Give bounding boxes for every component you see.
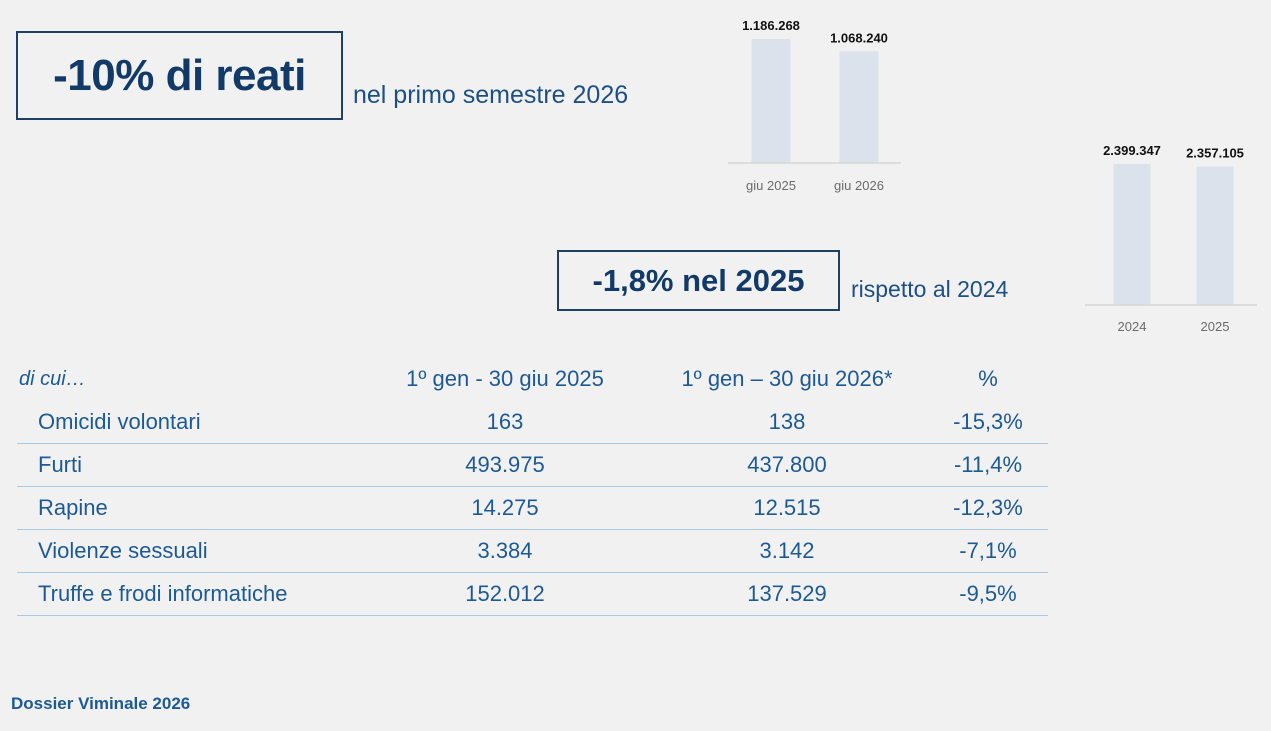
headline-secondary-subtitle: rispetto al 2024: [851, 276, 1009, 302]
bar: [751, 39, 791, 163]
table-header-period-2026: 1º gen – 30 giu 2026*: [681, 366, 893, 391]
row-value-2025: 493.975: [364, 443, 646, 487]
bar-value-label: 1.186.268: [742, 18, 800, 33]
bar: [1196, 166, 1234, 305]
headline-main-box: -10% di reati: [16, 31, 343, 120]
row-label: Violenze sessuali: [17, 529, 364, 573]
row-percent: -7,1%: [928, 529, 1048, 573]
row-value-2025: 163: [364, 401, 646, 444]
table-row: Rapine 14.275 12.515 -12,3%: [17, 486, 1048, 530]
row-percent: -15,3%: [928, 401, 1048, 444]
bar-value-label: 1.068.240: [830, 30, 888, 45]
bar-value-label: 2.357.105: [1186, 145, 1244, 160]
row-value-2026: 138: [646, 401, 928, 444]
bar: [839, 51, 879, 164]
row-value-2025: 3.384: [364, 529, 646, 573]
row-value-2026: 12.515: [646, 486, 928, 530]
headline-main: -10% di reati: [53, 50, 306, 100]
row-label: Truffe e frodi informatiche: [17, 572, 364, 616]
bar: [1113, 164, 1151, 305]
row-value-2026: 3.142: [646, 529, 928, 573]
table-row: Furti 493.975 437.800 -11,4%: [17, 443, 1048, 487]
table-header-percent: %: [978, 366, 998, 391]
row-label: Furti: [17, 443, 364, 487]
table-header-category: di cui…: [19, 367, 86, 390]
category-tick-label: giu 2025: [746, 178, 796, 193]
row-percent: -9,5%: [928, 572, 1048, 616]
table-header-row: di cui… 1º gen - 30 giu 2025 1º gen – 30…: [17, 357, 1048, 401]
category-tick-label: 2025: [1201, 319, 1230, 334]
row-value-2025: 14.275: [364, 486, 646, 530]
headline-main-subtitle: nel primo semestre 2026: [353, 81, 629, 109]
headline-secondary: -1,8% nel 2025: [592, 262, 805, 298]
row-label: Rapine: [17, 486, 364, 530]
headline-secondary-box: -1,8% nel 2025: [557, 250, 840, 311]
category-tick-label: giu 2026: [834, 178, 884, 193]
table-header-period-2025: 1º gen - 30 giu 2025: [406, 366, 604, 391]
crime-table: di cui… 1º gen - 30 giu 2025 1º gen – 30…: [17, 357, 1048, 616]
table-row: Truffe e frodi informatiche 152.012 137.…: [17, 572, 1048, 616]
category-tick-label: 2024: [1118, 319, 1147, 334]
row-percent: -11,4%: [928, 443, 1048, 487]
footer-source: Dossier Viminale 2026: [11, 694, 191, 713]
bar-value-label: 2.399.347: [1103, 143, 1161, 158]
table-row: Omicidi volontari 163 138 -15,3%: [17, 401, 1048, 444]
row-value-2025: 152.012: [364, 572, 646, 616]
row-value-2026: 137.529: [646, 572, 928, 616]
row-value-2026: 437.800: [646, 443, 928, 487]
row-percent: -12,3%: [928, 486, 1048, 530]
annual-bar-chart: 2.399.347 2024 2.357.105 2025: [1085, 143, 1257, 334]
table-row: Violenze sessuali 3.384 3.142 -7,1%: [17, 529, 1048, 573]
semester-bar-chart: 1.186.268 giu 2025 1.068.240 giu 2026: [728, 18, 901, 193]
row-label: Omicidi volontari: [17, 401, 364, 444]
